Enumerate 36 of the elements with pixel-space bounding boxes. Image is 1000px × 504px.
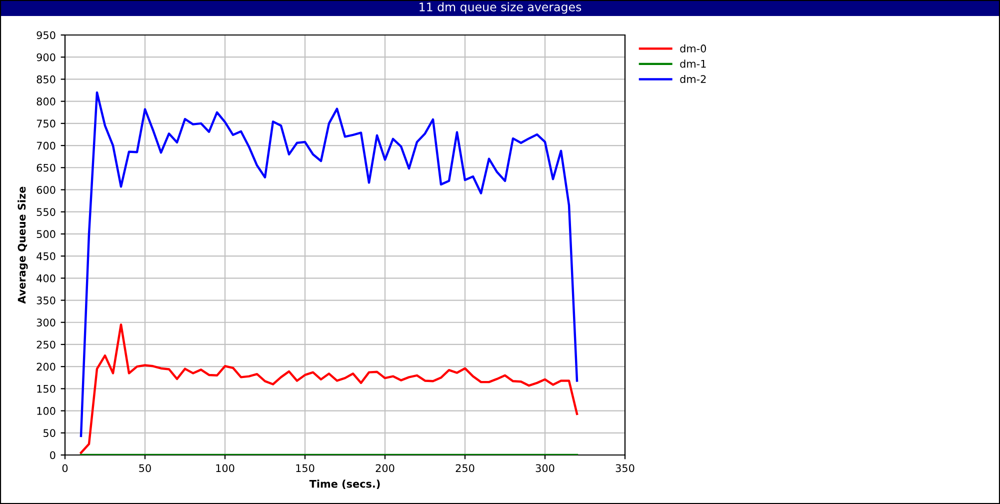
y-tick-label: 750 <box>36 120 56 128</box>
y-tick-label: 800 <box>36 98 56 106</box>
y-tick-label: 50 <box>44 429 56 437</box>
y-tick-label: 900 <box>36 53 56 62</box>
y-tick-label: 650 <box>36 164 56 172</box>
y-tick-label: 700 <box>36 142 56 150</box>
legend-label: dm-0 <box>680 44 706 52</box>
y-tick-label: 200 <box>36 362 56 371</box>
y-tick-label: 950 <box>36 31 56 40</box>
y-tick-label: 400 <box>36 274 56 282</box>
y-tick-label: 850 <box>36 75 56 84</box>
chart-title: 11 dm queue size averages <box>420 2 582 14</box>
line-series <box>80 91 578 438</box>
x-tick-label: 200 <box>376 464 394 472</box>
line-series <box>80 323 578 454</box>
x-tick-label: 300 <box>536 464 554 472</box>
x-tick-label: 0 <box>62 464 68 472</box>
x-tick-label: 100 <box>216 464 234 472</box>
legend-label: dm-2 <box>680 74 706 84</box>
y-tick-label: 350 <box>36 296 56 304</box>
x-axis-title: Time (secs.) <box>309 480 380 489</box>
y-tick-label: 100 <box>37 407 56 415</box>
x-tick-label: 150 <box>296 464 314 472</box>
y-tick-label: 550 <box>36 208 56 216</box>
y-tick-label: 600 <box>36 186 56 194</box>
x-tick-label: 250 <box>456 464 474 472</box>
y-tick-label: 150 <box>37 384 56 393</box>
y-tick-label: 300 <box>36 318 56 326</box>
x-tick-label: 350 <box>616 464 634 472</box>
y-tick-label: 450 <box>36 252 56 260</box>
y-axis-title: Average Queue Size <box>18 186 28 304</box>
x-tick-label: 50 <box>139 464 151 472</box>
y-tick-label: 500 <box>36 230 56 238</box>
legend-label: dm-1 <box>680 60 706 68</box>
y-tick-label: 0 <box>50 451 56 460</box>
y-tick-label: 250 <box>36 340 56 349</box>
